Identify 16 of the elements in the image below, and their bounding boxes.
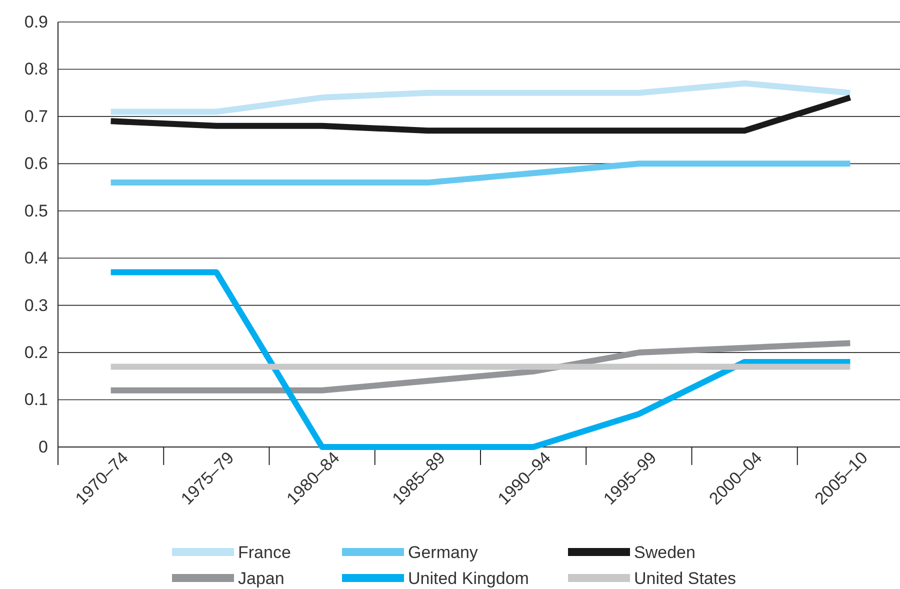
legend-label: United Kingdom	[408, 569, 529, 588]
y-tick-label: 0	[38, 437, 48, 456]
y-tick-label: 0.7	[24, 106, 48, 126]
y-tick-label: 0.2	[24, 342, 48, 362]
legend-label: Sweden	[634, 543, 696, 562]
legend-label: Germany	[408, 543, 478, 562]
y-tick-label: 0.4	[24, 248, 48, 268]
y-tick-label: 0.6	[24, 154, 48, 174]
legend-label: France	[238, 543, 291, 562]
legend-label: United States	[634, 569, 736, 588]
y-tick-label: 0.1	[24, 390, 48, 410]
y-tick-label: 0.9	[24, 12, 48, 32]
y-tick-label: 0.8	[24, 60, 48, 79]
y-tick-label: 0.3	[24, 296, 48, 315]
y-tick-label: 0.5	[24, 201, 48, 220]
legend-label: Japan	[238, 569, 284, 588]
